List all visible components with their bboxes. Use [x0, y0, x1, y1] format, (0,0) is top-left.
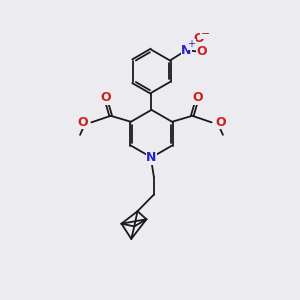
Text: O: O — [194, 32, 204, 45]
Text: O: O — [215, 116, 226, 129]
Text: O: O — [196, 45, 207, 58]
Text: O: O — [100, 91, 111, 104]
Text: N: N — [181, 44, 192, 57]
Text: +: + — [188, 39, 195, 49]
Text: O: O — [192, 91, 203, 104]
Text: N: N — [146, 151, 157, 164]
Text: −: − — [201, 29, 210, 39]
Text: O: O — [77, 116, 88, 129]
